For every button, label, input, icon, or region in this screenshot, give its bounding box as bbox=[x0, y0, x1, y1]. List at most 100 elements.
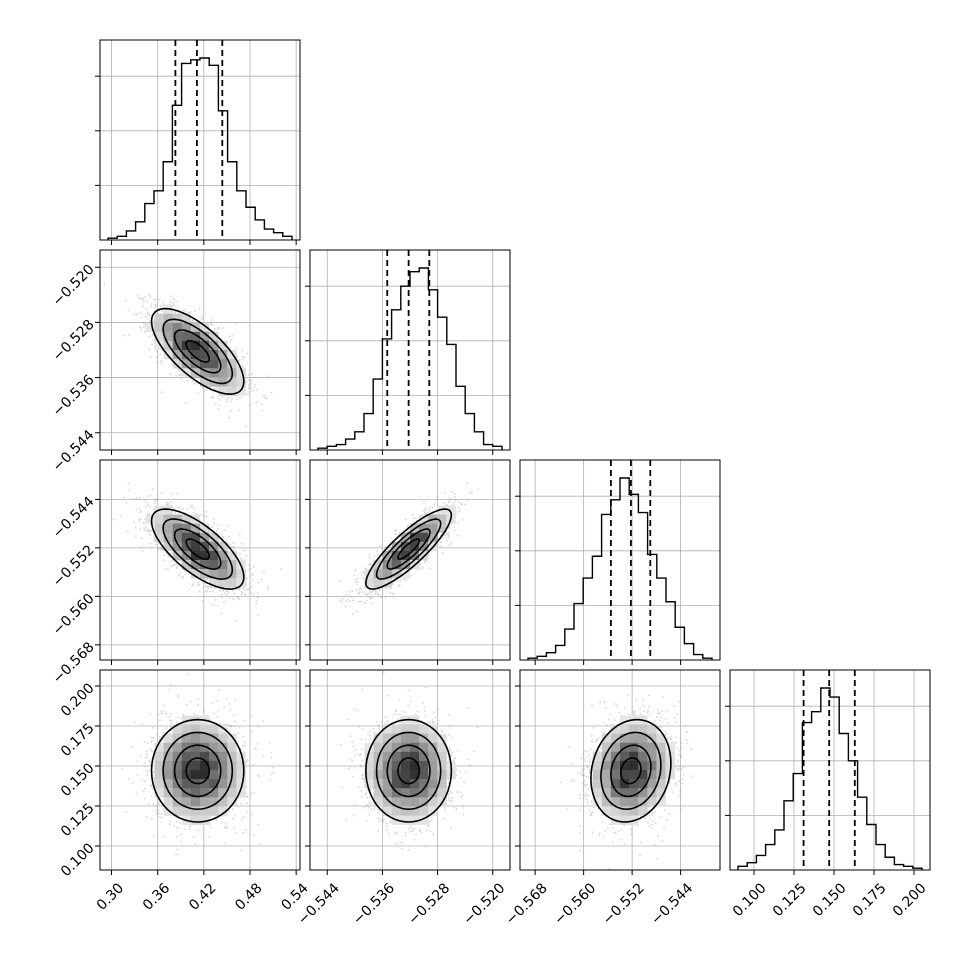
sample-point bbox=[227, 525, 230, 527]
sample-point bbox=[140, 536, 143, 539]
sample-point bbox=[424, 509, 426, 512]
sample-point bbox=[210, 319, 213, 321]
sample-point bbox=[155, 305, 157, 308]
sample-point bbox=[226, 398, 229, 401]
density-cell bbox=[163, 541, 173, 552]
sample-point bbox=[176, 492, 179, 495]
sample-point bbox=[220, 596, 223, 599]
density-cell bbox=[209, 359, 219, 369]
sample-point bbox=[229, 400, 232, 403]
sample-point bbox=[260, 578, 263, 581]
sample-point bbox=[441, 552, 444, 555]
density-cell bbox=[218, 569, 228, 579]
density-cell bbox=[181, 331, 192, 342]
sample-point bbox=[186, 379, 189, 382]
sample-point bbox=[353, 574, 356, 577]
sample-point bbox=[244, 425, 247, 428]
sample-point bbox=[241, 349, 244, 352]
sample-point bbox=[225, 590, 228, 593]
sample-point bbox=[345, 600, 348, 602]
sample-point bbox=[160, 546, 163, 549]
sample-point bbox=[138, 520, 141, 522]
sample-point bbox=[157, 497, 159, 500]
sample-point bbox=[230, 545, 233, 548]
sample-point bbox=[172, 304, 175, 307]
sample-point bbox=[242, 356, 244, 359]
sample-point bbox=[256, 592, 259, 594]
sample-point bbox=[270, 391, 273, 394]
density-cell bbox=[190, 350, 201, 360]
y-tick-label: −0.552 bbox=[50, 542, 98, 590]
sample-point bbox=[178, 373, 180, 376]
sample-point bbox=[424, 512, 427, 515]
sample-point bbox=[154, 303, 157, 306]
sample-point bbox=[424, 560, 427, 563]
sample-point bbox=[223, 601, 226, 603]
sample-point bbox=[239, 553, 241, 555]
sample-point bbox=[365, 594, 368, 596]
sample-point bbox=[193, 507, 196, 510]
sample-point bbox=[421, 566, 424, 569]
sample-point bbox=[448, 497, 451, 499]
sample-point bbox=[250, 586, 253, 588]
sample-point bbox=[215, 389, 218, 391]
sample-point bbox=[153, 307, 156, 309]
sample-point bbox=[266, 375, 268, 377]
sample-point bbox=[251, 389, 254, 391]
density-cell bbox=[172, 541, 183, 552]
sample-point bbox=[113, 518, 116, 521]
sample-point bbox=[203, 515, 206, 518]
sample-point bbox=[422, 510, 425, 512]
sample-point bbox=[191, 380, 194, 383]
sample-point bbox=[128, 489, 131, 491]
sample-point bbox=[227, 591, 230, 594]
sample-point bbox=[180, 373, 183, 376]
sample-point bbox=[215, 529, 218, 532]
sample-point bbox=[238, 359, 241, 362]
sample-point bbox=[207, 587, 210, 590]
sample-point bbox=[419, 564, 421, 566]
sample-point bbox=[161, 548, 163, 551]
sample-point bbox=[201, 315, 204, 317]
sample-point bbox=[220, 593, 223, 596]
sample-point bbox=[148, 530, 151, 533]
sample-point bbox=[462, 518, 465, 521]
sample-point bbox=[208, 590, 211, 593]
density-cell bbox=[218, 340, 228, 351]
sample-point bbox=[448, 544, 451, 547]
sample-point bbox=[240, 593, 243, 596]
density-cell bbox=[190, 359, 201, 369]
sample-point bbox=[214, 587, 216, 590]
sample-point bbox=[280, 567, 283, 570]
sample-point bbox=[212, 603, 215, 606]
density-cell bbox=[236, 386, 246, 396]
histogram-1 bbox=[317, 267, 503, 450]
sample-point bbox=[194, 382, 197, 385]
sample-point bbox=[154, 298, 157, 301]
density-cell bbox=[209, 532, 219, 543]
density-cell bbox=[172, 550, 183, 561]
sample-point bbox=[195, 513, 198, 515]
sample-point bbox=[232, 542, 235, 544]
sample-point bbox=[227, 397, 230, 399]
sample-point bbox=[150, 303, 153, 306]
sample-point bbox=[240, 590, 243, 593]
sample-point bbox=[217, 524, 220, 526]
sample-point bbox=[169, 501, 172, 503]
y-tick-label: −0.528 bbox=[50, 317, 98, 365]
sample-point bbox=[160, 362, 163, 365]
sample-point bbox=[192, 319, 194, 321]
sample-point bbox=[201, 600, 204, 602]
sample-point bbox=[140, 328, 143, 331]
sample-point bbox=[241, 542, 243, 545]
sample-point bbox=[249, 404, 252, 406]
contour-2-0-0 bbox=[185, 538, 210, 560]
sample-point bbox=[234, 347, 237, 350]
sample-point bbox=[191, 504, 194, 507]
density-cell bbox=[163, 322, 173, 333]
sample-point bbox=[200, 513, 203, 516]
sample-point bbox=[379, 594, 382, 596]
sample-point bbox=[145, 526, 147, 528]
histogram-0 bbox=[107, 57, 293, 240]
sample-point bbox=[384, 546, 387, 548]
